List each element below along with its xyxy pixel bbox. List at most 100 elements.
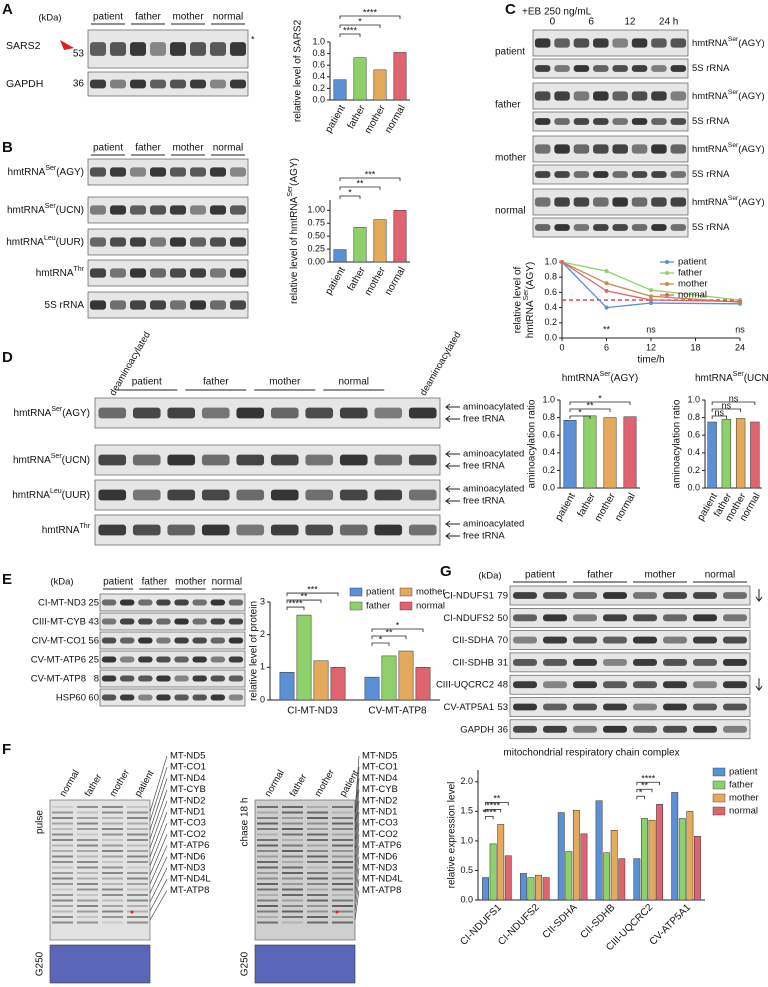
arrow bbox=[445, 462, 460, 470]
y-tick-label: 0.8 bbox=[687, 412, 700, 422]
blot-band bbox=[603, 614, 627, 622]
blot-band bbox=[101, 694, 117, 701]
label: +EB 250 ng/mL bbox=[522, 7, 592, 18]
label: CV-MT-ATP8 bbox=[31, 674, 86, 685]
significance-label: **** bbox=[343, 25, 358, 35]
blot bbox=[99, 612, 246, 631]
gene-label: MT-ND1 bbox=[362, 807, 397, 818]
blot-band bbox=[534, 91, 551, 101]
y-tick-label: 0.8 bbox=[544, 272, 557, 282]
lane-label: mother bbox=[269, 377, 301, 388]
gel-band bbox=[307, 839, 328, 841]
x-tick-label: patient bbox=[323, 265, 348, 297]
gel-band bbox=[307, 828, 328, 830]
blot-band bbox=[408, 489, 437, 501]
label: CIII-MT-CYB bbox=[32, 617, 86, 628]
blot-band bbox=[573, 197, 590, 207]
blot-band bbox=[513, 681, 537, 689]
gel-band bbox=[127, 811, 148, 814]
blot-band bbox=[110, 205, 126, 215]
bar bbox=[686, 811, 694, 901]
label-part: hmtRNA bbox=[42, 525, 80, 536]
connector bbox=[354, 778, 360, 831]
gene-label: MT-ATP6 bbox=[170, 840, 209, 851]
label-part: (AGY) bbox=[525, 262, 536, 290]
y-tick-label: 0.0 bbox=[542, 482, 555, 492]
bar bbox=[535, 874, 542, 901]
gel-band bbox=[52, 828, 73, 830]
legend-swatch bbox=[712, 780, 726, 790]
blot-band bbox=[230, 300, 246, 310]
blot-band bbox=[201, 407, 230, 419]
y-tick-label: 0.6 bbox=[544, 287, 557, 297]
significance-bracket bbox=[485, 801, 509, 806]
blot-band bbox=[612, 197, 628, 207]
gel-band bbox=[332, 817, 353, 819]
blot-band bbox=[98, 407, 127, 419]
gel-band bbox=[77, 855, 98, 858]
gel-band bbox=[127, 888, 148, 891]
blot-band bbox=[513, 636, 537, 644]
bar bbox=[333, 249, 347, 263]
label: SARS2 bbox=[6, 40, 41, 52]
gel-band bbox=[127, 905, 148, 907]
connector bbox=[354, 879, 360, 912]
gel-band bbox=[77, 839, 98, 841]
blot-band bbox=[603, 725, 627, 733]
blot-band bbox=[190, 205, 206, 215]
blot-band bbox=[190, 268, 206, 278]
blot-band bbox=[663, 681, 687, 689]
gel-band bbox=[52, 883, 73, 885]
blot-band bbox=[408, 524, 437, 536]
panel-letter: G bbox=[440, 563, 452, 580]
label-part: hmtRNA bbox=[692, 144, 729, 155]
chart-title: hmtRNASer(UCN) bbox=[695, 371, 768, 383]
blot-band bbox=[633, 636, 657, 644]
blot-band bbox=[90, 79, 106, 89]
y-tick-label: 0.2 bbox=[687, 465, 700, 475]
blot-band bbox=[593, 38, 609, 48]
blot-band bbox=[573, 592, 597, 599]
gel-band bbox=[102, 877, 123, 880]
label: 60 bbox=[88, 693, 99, 704]
gel-band bbox=[52, 866, 73, 869]
gel-band bbox=[52, 905, 73, 907]
label: 5S rRNA bbox=[45, 300, 85, 311]
label-part: relative level of hmtRNA bbox=[289, 196, 300, 304]
blot bbox=[509, 719, 751, 740]
blot bbox=[532, 164, 689, 185]
blot-band bbox=[670, 171, 687, 178]
bar bbox=[707, 421, 717, 489]
label-part: Ser bbox=[728, 142, 739, 149]
arrow bbox=[445, 403, 460, 411]
gene-label: MT-ND6 bbox=[170, 851, 205, 862]
blot-band bbox=[513, 658, 537, 666]
blot-band bbox=[150, 205, 166, 215]
gene-label: MT-ATP8 bbox=[362, 885, 401, 896]
label: hmtRNASer(UCN) bbox=[7, 203, 84, 215]
gel-band bbox=[52, 855, 73, 858]
blot-band bbox=[603, 681, 627, 689]
gel-band bbox=[307, 877, 328, 880]
label: hmtRNASer(UCN) bbox=[13, 453, 90, 465]
blot-band bbox=[663, 725, 687, 733]
label: hmtRNAThr bbox=[42, 523, 91, 535]
bar bbox=[678, 818, 686, 901]
significance-label: * bbox=[598, 393, 602, 403]
gel-band bbox=[52, 844, 73, 847]
gel-band bbox=[282, 905, 303, 907]
gene-label: MT-ND3 bbox=[170, 863, 205, 874]
blot-band bbox=[651, 171, 667, 178]
gel-band bbox=[282, 844, 303, 847]
gel-band bbox=[77, 877, 98, 880]
blot-band bbox=[631, 38, 648, 48]
blot-band bbox=[132, 524, 161, 536]
gel-band bbox=[52, 916, 73, 918]
gel-band bbox=[102, 916, 123, 918]
significance-bracket bbox=[636, 788, 653, 793]
blot-band bbox=[98, 454, 127, 466]
bar bbox=[527, 877, 535, 901]
label-part: Ser bbox=[287, 185, 294, 197]
blot-band bbox=[670, 144, 687, 154]
blot-band bbox=[573, 614, 597, 622]
